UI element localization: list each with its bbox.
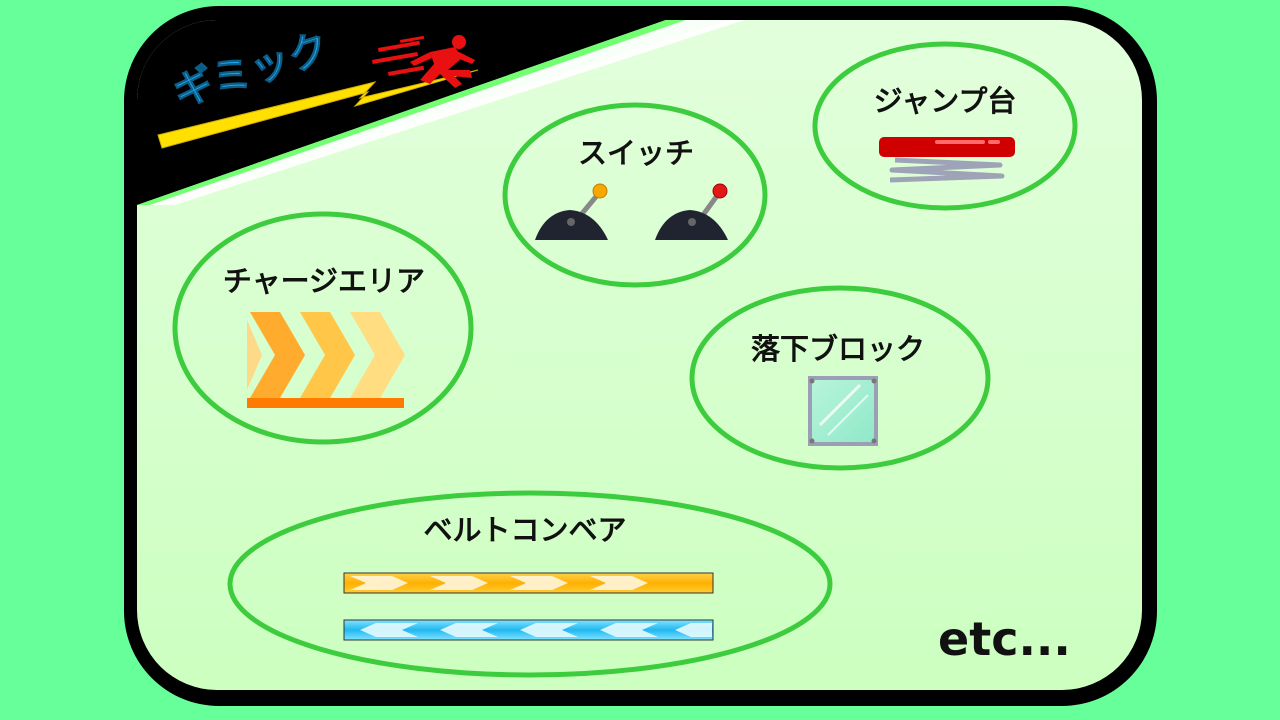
panel-background [137,20,1142,690]
running-figure-icon [371,35,475,88]
conveyor-ellipse [227,490,833,678]
etc-text: etc... [938,612,1071,666]
lightning-streak [157,69,479,149]
spring-pad-icon [879,137,1015,183]
charge-area-ellipse [172,211,474,445]
charge-area-label: チャージエリア [222,264,426,298]
lever-switch-icon-left [535,183,608,240]
switch-label: スイッチ [577,136,695,170]
switch-ellipse [502,102,768,288]
jump-pad-ellipse [812,41,1078,211]
title-banner [137,20,760,205]
lever-switch-icon-right [655,183,728,240]
conveyor-arrows-icon [343,572,714,641]
falling-block-label: 落下ブロック [750,332,926,366]
conveyor-label: ベルトコンベア [423,513,627,547]
falling-block-ellipse [689,285,991,471]
chevron-arrows-icon [247,312,405,408]
glass-block-icon [808,376,878,446]
jump-pad-label: ジャンプ台 [873,84,1017,118]
